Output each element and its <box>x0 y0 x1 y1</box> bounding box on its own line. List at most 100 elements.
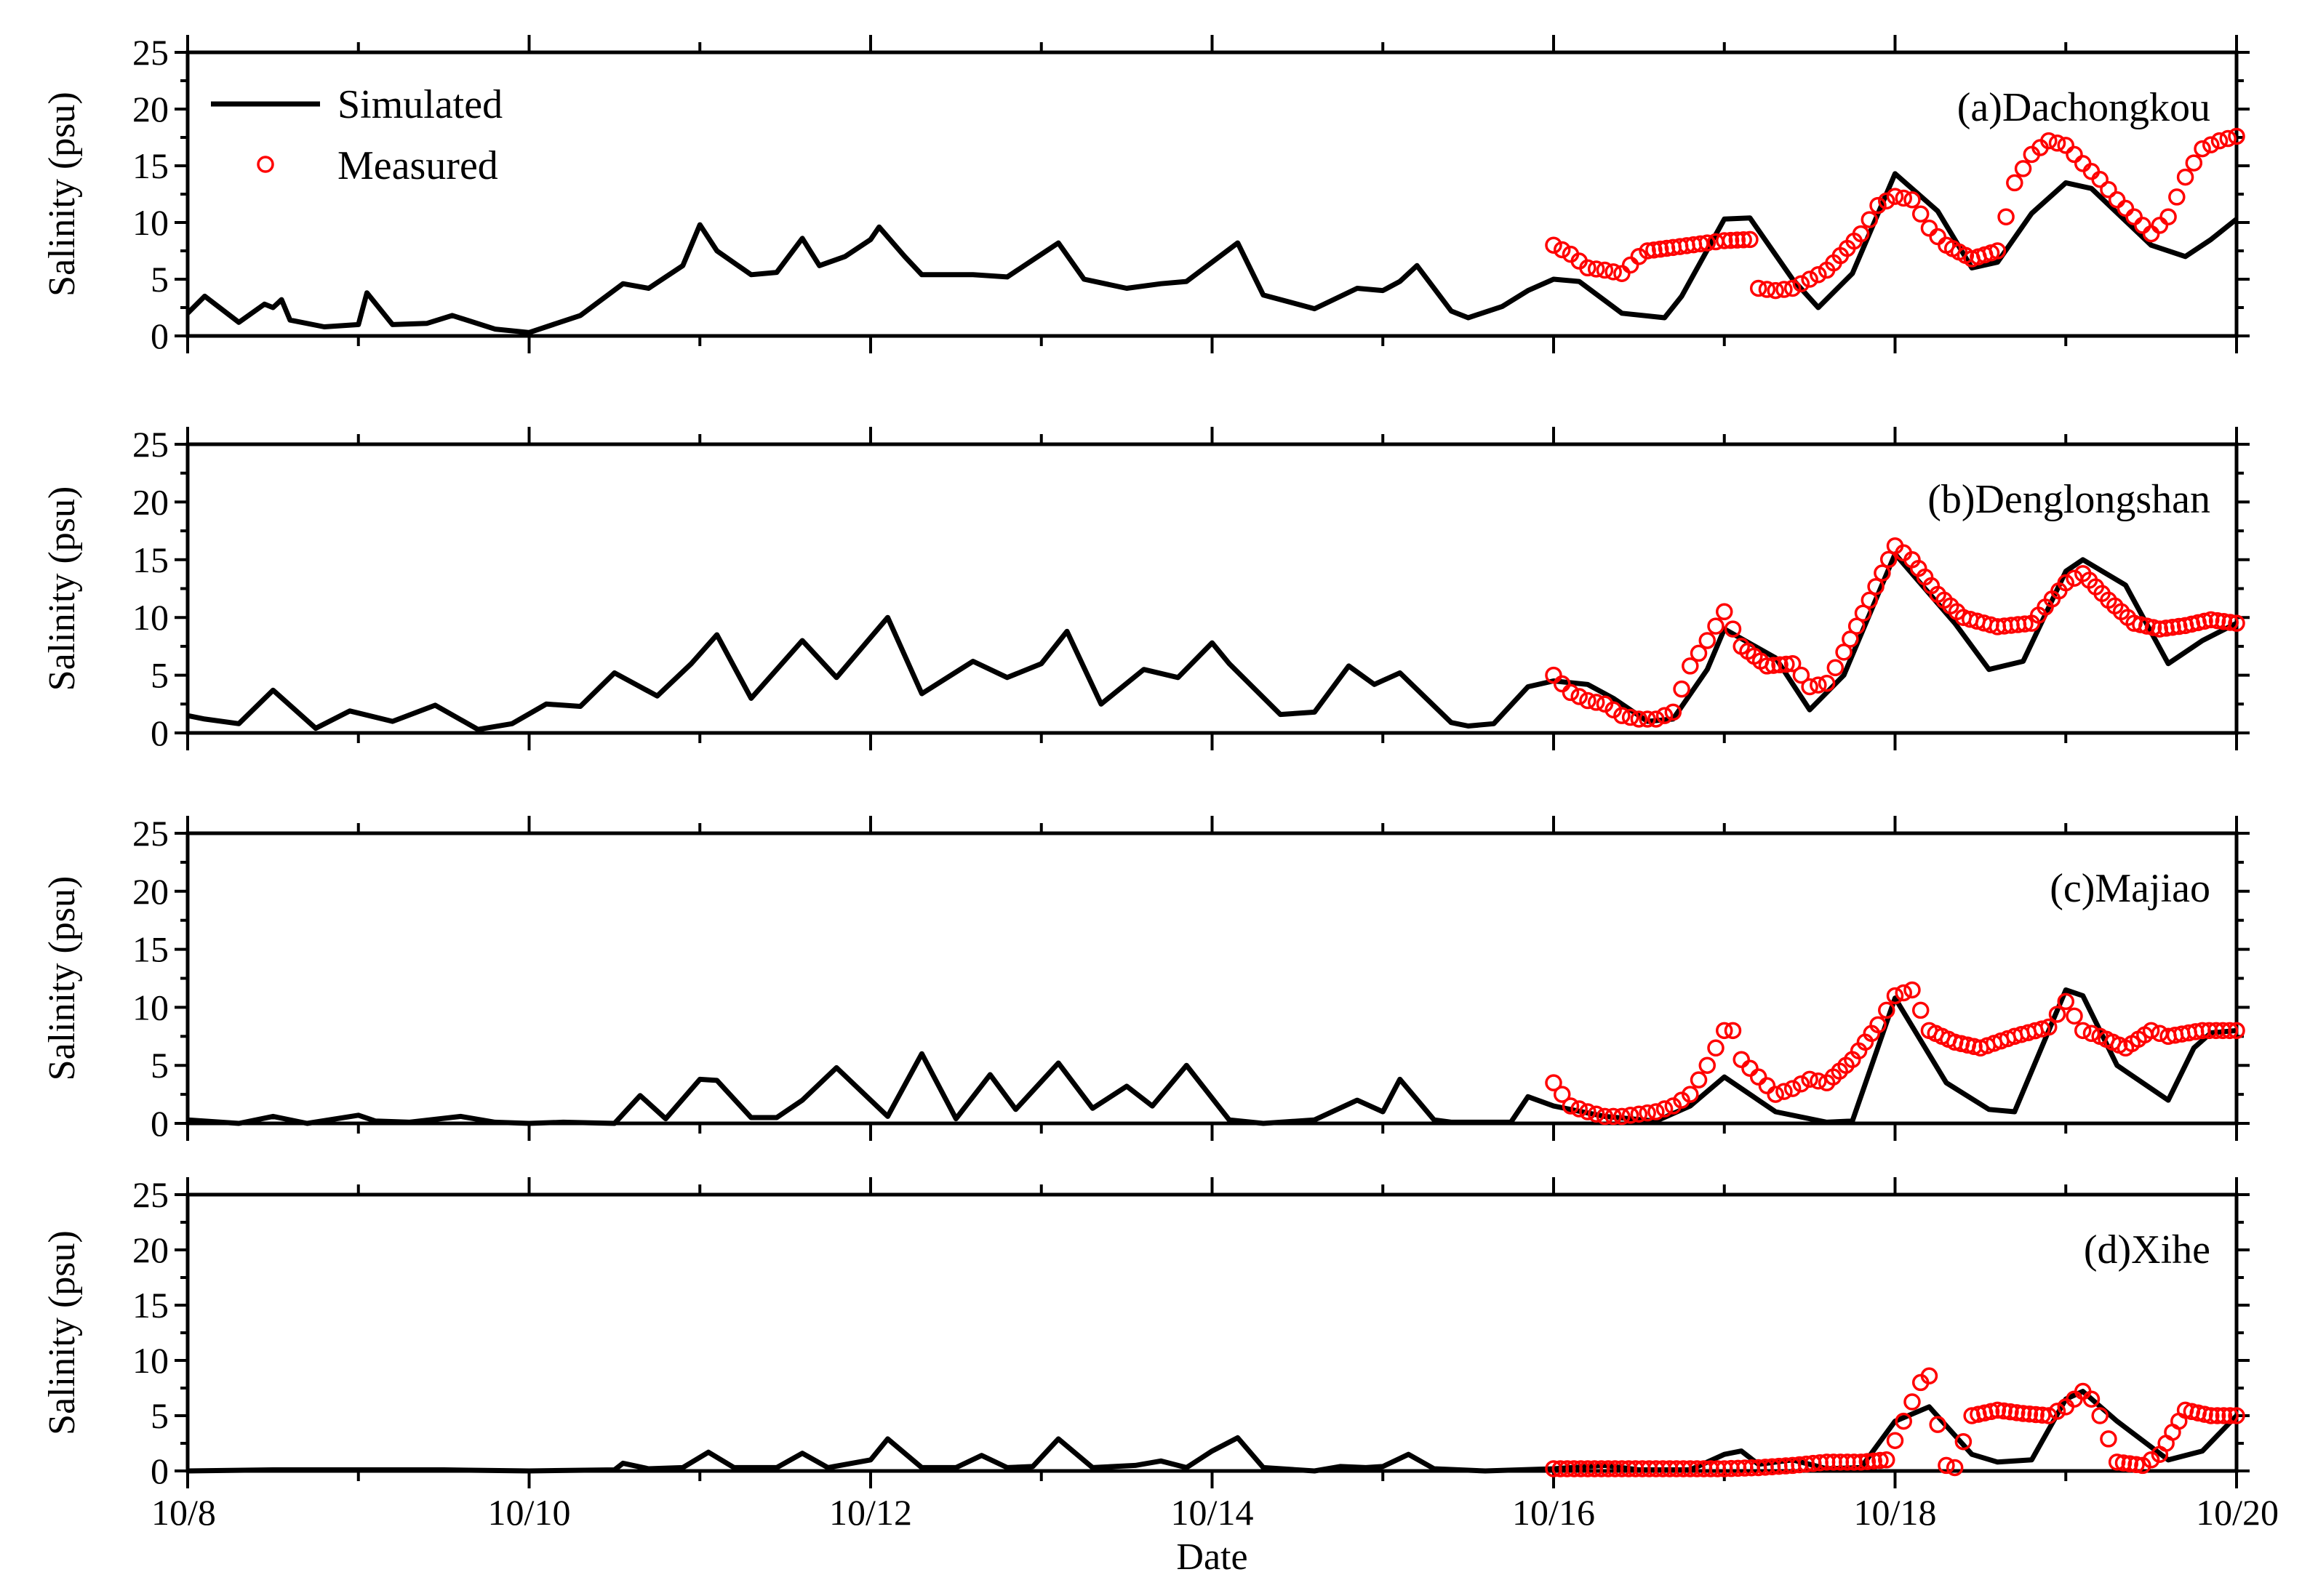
measured-point <box>1810 676 1827 694</box>
measured-point <box>1878 1451 1895 1469</box>
measured-point <box>1630 1105 1648 1123</box>
y-tick-label: 0 <box>151 713 169 753</box>
measured-point <box>2228 1022 2245 1040</box>
measured-point <box>2194 140 2211 158</box>
measured-point <box>1886 987 1904 1005</box>
measured-point <box>2127 1456 2145 1474</box>
y-tick-label: 25 <box>132 424 169 465</box>
measured-point <box>2006 174 2023 192</box>
measured-point <box>2108 191 2126 209</box>
measured-point <box>2100 181 2117 199</box>
panel-title: (a)Dachongkou <box>1957 85 2210 130</box>
y-axis-title: Salinity (psu) <box>41 1230 83 1435</box>
x-tick-label: 10/8 <box>151 1492 216 1533</box>
measured-point <box>1698 1056 1716 1074</box>
y-tick-label: 10 <box>132 202 169 243</box>
measured-point <box>1989 1401 2007 1419</box>
measured-point <box>1783 279 1802 297</box>
measured-point <box>1869 1016 1887 1034</box>
measured-point <box>1613 1107 1631 1126</box>
measured-point <box>1995 1402 2013 1420</box>
measured-point <box>1858 1453 1877 1470</box>
measured-point <box>1792 1075 1810 1093</box>
measured-point <box>1579 1103 1596 1120</box>
x-tick-label: 10/14 <box>1171 1492 1254 1533</box>
measured-point <box>2185 154 2203 172</box>
measured-point <box>1630 248 1648 265</box>
measured-point <box>2066 1007 2083 1025</box>
measured-point <box>2121 1455 2139 1472</box>
measured-point <box>1673 680 1690 698</box>
measured-point <box>2074 155 2092 172</box>
y-axis-title: Salinity (psu) <box>41 876 83 1081</box>
x-tick-label: 10/18 <box>1854 1492 1937 1533</box>
y-tick-label: 0 <box>151 1103 169 1144</box>
measured-point <box>2117 199 2135 217</box>
measured-point <box>1707 1039 1724 1057</box>
measured-point <box>1938 1456 1955 1475</box>
measured-point <box>1778 655 1795 673</box>
measured-point <box>1630 710 1648 728</box>
y-tick-label: 25 <box>132 32 169 73</box>
measured-point <box>1545 1074 1562 1091</box>
x-tick-label: 10/10 <box>488 1492 571 1533</box>
measured-point <box>1735 231 1752 249</box>
measured-point <box>1946 1459 1964 1477</box>
measured-point <box>1639 710 1656 728</box>
measured-point <box>1867 577 1885 596</box>
measured-point <box>1673 1091 1690 1109</box>
measured-point <box>2021 1405 2039 1423</box>
measured-point <box>1587 260 1605 278</box>
measured-point <box>1929 228 1946 246</box>
measured-point <box>2040 1018 2058 1036</box>
measured-point <box>1758 657 1776 675</box>
measured-point <box>1810 1072 1827 1090</box>
measured-point <box>1724 1022 1742 1040</box>
measured-series <box>1545 1367 2245 1477</box>
measured-point <box>2048 135 2066 152</box>
measured-point <box>2168 188 2186 206</box>
measured-point <box>1903 1393 1921 1411</box>
measured-point <box>1562 683 1580 702</box>
y-tick-label: 0 <box>151 1451 169 1491</box>
measured-point <box>2048 1403 2066 1420</box>
measured-point <box>1722 231 1740 249</box>
measured-point <box>1869 196 1887 214</box>
measured-point <box>1854 604 1872 622</box>
measured-point <box>1716 603 1733 621</box>
measured-point <box>1771 656 1789 674</box>
measured-point <box>2125 208 2143 225</box>
measured-point <box>1690 644 1708 662</box>
measured-point <box>1639 1104 1656 1122</box>
measured-point <box>1758 281 1776 298</box>
panel-title: (b)Denglongshan <box>1927 477 2210 522</box>
measured-point <box>1587 1105 1605 1123</box>
measured-point <box>2151 1024 2169 1043</box>
measured-point <box>1874 564 1891 582</box>
measured-series <box>1545 981 2245 1126</box>
panel-4: 0 5 10 15 20 25 10/8 10/10 10/12 10/14 10/16 10/18 1… <box>41 1174 2279 1533</box>
measured-point <box>2027 1405 2045 1424</box>
measured-point <box>2016 615 2034 633</box>
measured-point <box>1765 657 1782 674</box>
measured-point <box>1647 1103 1665 1120</box>
measured-point <box>1997 208 2015 225</box>
measured-point <box>2151 217 2169 234</box>
measured-point <box>2048 1006 2066 1023</box>
measured-point <box>1879 550 1898 569</box>
measured-point <box>1596 1107 1614 1126</box>
measured-point <box>1562 1097 1580 1115</box>
y-tick-label: 15 <box>132 145 169 186</box>
y-tick-label: 0 <box>151 316 169 356</box>
measured-point <box>1621 1107 1639 1124</box>
y-tick-label: 15 <box>132 540 169 580</box>
measured-point <box>2040 132 2058 150</box>
measured-point <box>1878 1001 1895 1019</box>
measured-point <box>1621 256 1639 274</box>
measured-point <box>1783 654 1802 673</box>
panel-3: 0 5 10 15 20 25 Salinity (psu) (c)Majiao <box>41 813 2250 1144</box>
measured-point <box>2210 132 2229 150</box>
y-tick-label: 10 <box>132 1340 169 1381</box>
measured-point <box>1767 281 1784 300</box>
measured-point <box>2066 145 2083 164</box>
